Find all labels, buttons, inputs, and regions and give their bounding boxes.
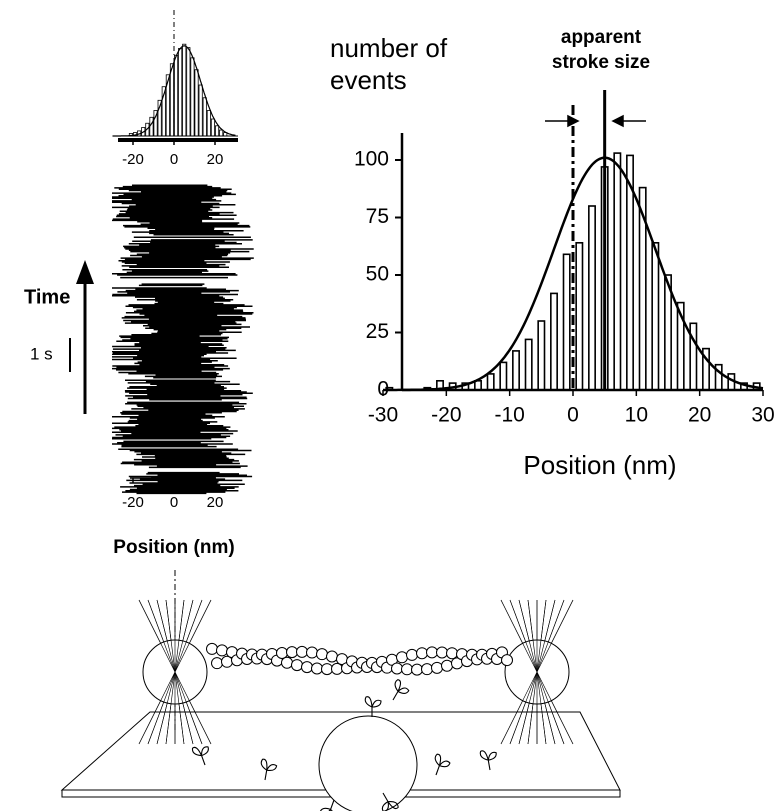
actin-monomer <box>321 663 333 676</box>
bar <box>575 242 584 391</box>
position-trace <box>112 184 254 495</box>
x-tick-label: -20 <box>122 494 144 511</box>
actin-monomer <box>286 646 298 659</box>
x-tick-label: 0 <box>567 404 579 427</box>
actin-monomer <box>411 663 423 676</box>
actin-monomer <box>401 663 413 676</box>
x-tick-label: -30 <box>368 404 398 427</box>
bar <box>182 43 187 137</box>
actin-monomer <box>436 646 448 659</box>
bar <box>178 48 183 137</box>
x-tick-label: 10 <box>625 404 648 427</box>
bar <box>215 125 220 137</box>
x-axis-label: Position (nm) <box>523 450 676 480</box>
x-tick-label: 20 <box>207 494 224 511</box>
bar <box>613 152 622 391</box>
actin-monomer <box>326 650 338 663</box>
y-tick-label: 25 <box>366 320 389 343</box>
x-tick-label: -20 <box>431 404 461 427</box>
actin-monomer <box>281 656 293 669</box>
actin-monomer <box>421 663 433 676</box>
time-label: Time <box>24 286 70 308</box>
actin-monomer <box>416 647 428 660</box>
bar <box>537 320 546 391</box>
myosin <box>364 696 382 717</box>
actin-monomer <box>276 646 288 659</box>
bar <box>149 116 154 137</box>
bar <box>202 97 207 137</box>
bar <box>169 63 174 137</box>
y-tick-label: 0 <box>377 378 389 401</box>
scale-label: 1 s <box>30 344 53 363</box>
bar <box>512 350 520 391</box>
myosin <box>191 746 209 766</box>
stroke-arrows <box>545 114 646 128</box>
bar <box>499 361 508 391</box>
x-tick-label: 20 <box>688 404 711 427</box>
actin-monomer <box>331 662 343 675</box>
x-axis-label: Position (nm) <box>113 537 234 558</box>
bar <box>524 338 533 391</box>
bar <box>198 84 203 137</box>
x-tick-label: 0 <box>170 151 178 168</box>
bar <box>206 110 211 137</box>
y-axis-label: events <box>330 65 407 95</box>
x-tick-label: 30 <box>751 404 774 427</box>
bar <box>210 118 215 137</box>
bar <box>562 253 571 391</box>
actin-monomer <box>426 646 438 659</box>
actin-monomer <box>446 647 458 660</box>
x-tick-label: 0 <box>170 494 178 511</box>
laser-ray <box>500 599 574 745</box>
myosin <box>479 750 497 771</box>
annotation: stroke size <box>552 52 650 73</box>
actin-monomer <box>296 645 308 658</box>
actin-monomer <box>396 651 408 664</box>
actin-monomer <box>441 659 453 672</box>
actin-monomer <box>391 662 403 675</box>
bar <box>588 205 596 391</box>
bar <box>186 47 191 137</box>
bar <box>194 69 199 137</box>
myosin <box>319 799 336 811</box>
bar <box>219 129 224 137</box>
myosin <box>392 679 410 701</box>
actin-monomer <box>306 646 318 659</box>
actin-monomer <box>406 648 418 661</box>
time-arrow-head <box>76 260 94 284</box>
bar <box>190 57 195 137</box>
bar <box>651 242 660 391</box>
trap-diagram <box>60 570 621 811</box>
y-tick-label: 50 <box>366 263 389 286</box>
actin-monomer <box>291 659 303 672</box>
actin-monomer <box>501 654 513 667</box>
y-tick-label: 100 <box>354 148 389 171</box>
bar <box>550 292 558 391</box>
bar <box>486 373 495 391</box>
myosin <box>260 758 278 781</box>
actin-monomer <box>206 642 218 655</box>
y-tick-label: 75 <box>366 205 389 228</box>
laser-ray <box>138 599 212 745</box>
x-tick-label: -20 <box>122 151 144 168</box>
annotation: apparent <box>561 27 642 48</box>
actin-monomer <box>316 648 328 661</box>
myosin <box>381 792 399 811</box>
actin-monomer <box>211 657 223 670</box>
myosin <box>434 753 451 776</box>
y-axis-label: number of <box>330 33 448 63</box>
bar <box>174 54 179 137</box>
x-tick-label: 20 <box>207 151 224 168</box>
surface-bead <box>318 715 418 811</box>
actin-monomer <box>431 661 443 674</box>
x-tick-label: -10 <box>494 404 524 427</box>
actin-monomer <box>311 662 323 675</box>
actin-monomer <box>301 661 313 674</box>
actin-monomer <box>216 644 228 657</box>
